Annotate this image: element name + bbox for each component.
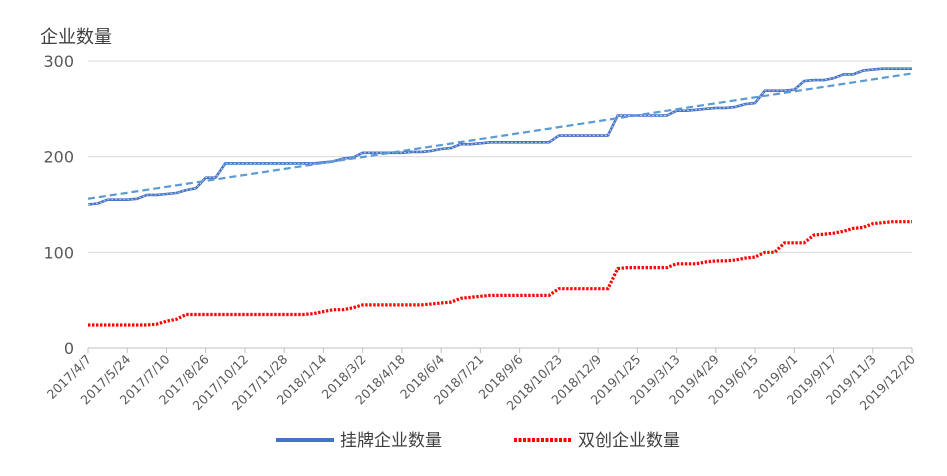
y-tick-label: 0 bbox=[64, 339, 74, 358]
legend-label-0: 挂牌企业数量 bbox=[340, 431, 442, 451]
series-line-1 bbox=[88, 220, 912, 327]
drop-lines bbox=[87, 68, 913, 348]
y-tick-label: 100 bbox=[43, 243, 74, 262]
y-axis-label: 企业数量 bbox=[40, 27, 112, 48]
legend: 挂牌企业数量 双创企业数量 bbox=[276, 431, 680, 451]
series-line-0-highlight bbox=[87, 68, 912, 205]
gridlines bbox=[88, 60, 912, 349]
x-axis-ticks: 2017/4/72017/5/242017/7/102017/8/262017/… bbox=[44, 348, 918, 413]
legend-label-1: 双创企业数量 bbox=[578, 431, 680, 451]
trendline bbox=[87, 72, 913, 200]
y-tick-label: 200 bbox=[43, 148, 74, 167]
series-lines bbox=[87, 67, 913, 327]
y-tick-label: 300 bbox=[43, 52, 74, 71]
series-line-0 bbox=[87, 67, 912, 206]
y-axis-ticks: 0 100 200 300 bbox=[43, 52, 74, 358]
